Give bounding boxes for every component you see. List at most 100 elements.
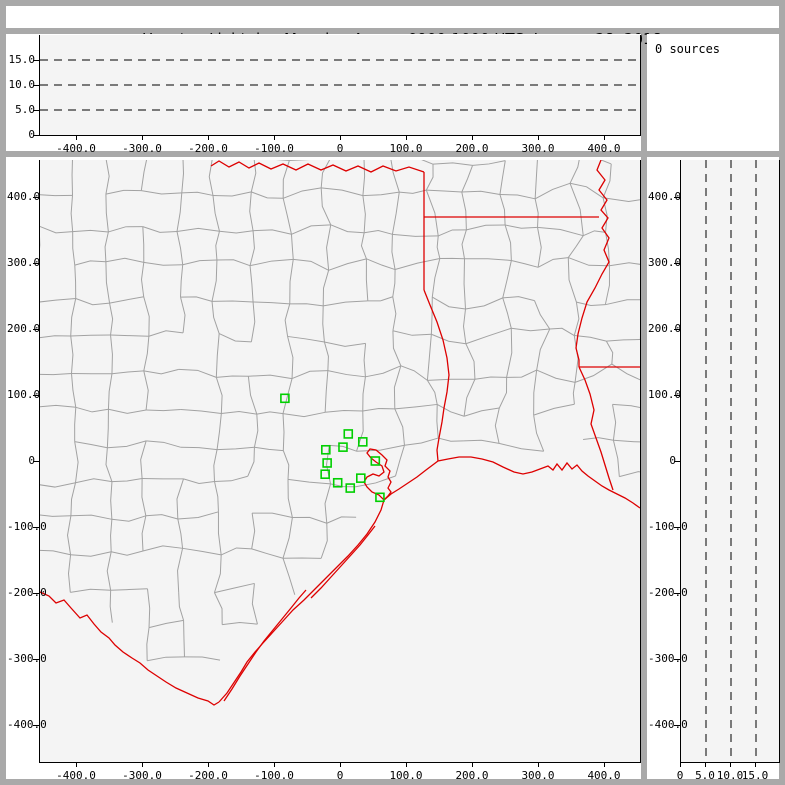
county-line [364, 229, 393, 235]
county-line [506, 369, 537, 378]
county-line [253, 229, 292, 235]
y-tick-mark [33, 659, 39, 660]
county-line [602, 197, 640, 203]
county-line [180, 408, 222, 414]
county-line [502, 297, 512, 329]
y-tick-mark [674, 263, 680, 264]
county-line [605, 232, 610, 266]
state-border-mississippi-upper [575, 160, 610, 367]
county-line [140, 160, 148, 191]
county-line [330, 483, 356, 488]
x-tick-label: 400.0 [587, 142, 621, 155]
county-line [363, 343, 367, 377]
state-border-mississippi-lower [578, 366, 614, 491]
county-line [366, 258, 396, 271]
county-line [506, 328, 513, 378]
county-line [394, 403, 438, 410]
county-line [356, 444, 405, 452]
county-line [177, 511, 219, 520]
county-line [391, 192, 400, 235]
county-line [574, 335, 607, 342]
county-line [461, 229, 467, 259]
county-line [74, 260, 106, 266]
county-line [533, 403, 575, 416]
county-line [215, 333, 220, 378]
y-tick-mark [33, 593, 39, 594]
county-line [287, 335, 325, 343]
county-line [438, 229, 467, 237]
county-line [619, 471, 640, 478]
county-line [110, 519, 113, 552]
sources-count-panel: 0 sources [647, 34, 779, 151]
y-tick-mark [674, 461, 680, 462]
altitude-vs-ns-plot-area[interactable] [680, 160, 780, 763]
county-line [215, 231, 220, 261]
county-line [183, 620, 185, 657]
county-line [282, 558, 296, 595]
county-line [533, 370, 538, 416]
x-tick-mark [406, 762, 407, 767]
county-line [320, 160, 331, 188]
y-tick-label: 300.0 [7, 256, 41, 269]
county-line [504, 224, 512, 261]
lma-station-marker [320, 469, 330, 480]
county-line [612, 403, 640, 409]
county-line [390, 160, 400, 193]
county-line [107, 373, 113, 410]
county-line [499, 160, 506, 195]
county-line [106, 409, 109, 448]
county-line [394, 258, 440, 271]
altitude-vs-ew-plot-area[interactable] [39, 35, 641, 136]
county-line [184, 656, 221, 661]
county-line [213, 592, 223, 625]
county-line [511, 327, 550, 332]
county-line [438, 437, 464, 442]
county-line [326, 516, 357, 524]
county-line [248, 374, 293, 380]
county-line [431, 258, 441, 298]
county-line [324, 341, 366, 347]
x-tick-mark [274, 762, 275, 767]
county-line [40, 404, 76, 408]
county-line [141, 190, 182, 195]
county-line [106, 551, 112, 591]
county-line [365, 365, 402, 378]
x-tick-mark [208, 762, 209, 767]
county-line [392, 330, 432, 336]
lma-station-marker [321, 444, 331, 455]
county-line [289, 303, 324, 307]
county-line [287, 479, 293, 518]
county-line [367, 296, 393, 302]
county-line [395, 445, 405, 477]
y-tick-label: 0 [28, 454, 35, 467]
county-line [573, 302, 580, 336]
county-line [252, 512, 293, 519]
county-line [70, 551, 112, 557]
county-line [40, 225, 73, 234]
y-tick-label: 300.0 [648, 256, 682, 269]
x-tick-label: -100.0 [254, 142, 294, 155]
county-line [218, 333, 252, 343]
county-line [216, 375, 249, 378]
x-tick-label: 200.0 [455, 769, 489, 782]
county-line [404, 437, 439, 446]
county-line [142, 226, 178, 233]
county-line [464, 258, 512, 261]
y-tick-mark [33, 527, 39, 528]
county-line [323, 300, 368, 307]
county-line [498, 377, 508, 409]
county-line [568, 257, 610, 267]
y-tick-mark [674, 197, 680, 198]
county-line [71, 160, 74, 196]
y-tick-label: -300.0 [648, 652, 688, 665]
county-line [534, 182, 571, 200]
y-tick-label: 10.0 [8, 78, 36, 91]
county-line [499, 194, 536, 200]
plan-view-map-plot-area[interactable] [39, 160, 641, 763]
x-tick-mark [755, 762, 756, 767]
x-tick-label: 5.0 [695, 769, 715, 782]
county-line [146, 627, 150, 661]
county-line [181, 160, 184, 193]
county-line [214, 582, 255, 594]
